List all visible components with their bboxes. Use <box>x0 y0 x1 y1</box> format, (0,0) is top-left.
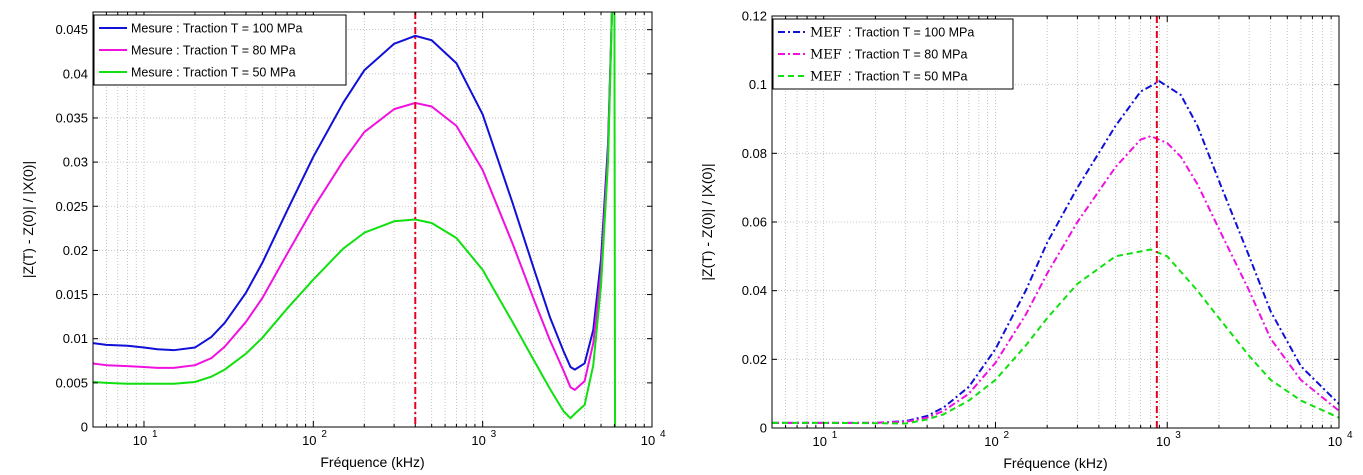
series-line-2 <box>93 12 617 427</box>
y-tick-label: 0.01 <box>63 331 88 346</box>
legend-prefix: MEF <box>810 70 842 85</box>
x-axis-label: Fréquence (kHz) <box>1003 455 1107 471</box>
legend-box <box>93 14 347 86</box>
x-tick-label: 10 <box>133 433 147 448</box>
series-line-2 <box>772 248 1339 425</box>
y-tick-label: 0.02 <box>63 243 88 258</box>
legend-prefix: MEF <box>810 26 842 41</box>
y-ticks <box>772 15 1339 429</box>
legend-prefix: MEF <box>810 48 842 63</box>
x-tick-label: 10 <box>471 433 485 448</box>
y-tick-label: 0.08 <box>742 146 767 161</box>
axes-frame <box>92 11 653 428</box>
y-tick-label: 0.04 <box>742 283 767 298</box>
y-tick-label: 0.06 <box>742 215 767 230</box>
x-tick-exponent: 2 <box>321 429 327 440</box>
legend-entry-0: Mesure : Traction T = 100 MPa <box>131 22 303 36</box>
x-tick-label: 10 <box>641 433 655 448</box>
y-axis-label: |Z(T) - Z(0)| / |X(0)| <box>20 161 36 278</box>
x-tick-exponent: 4 <box>660 429 666 440</box>
series-line-0 <box>93 12 613 371</box>
y-tick-label: 0.025 <box>55 199 88 214</box>
y-tick-label: 0.005 <box>55 375 88 390</box>
x-tick-label: 10 <box>302 433 316 448</box>
y-tick-label: 0 <box>760 421 767 436</box>
legend-entry-2: : Traction T = 50 MPa <box>848 70 967 84</box>
y-axis-label: |Z(T) - Z(0)| / |X(0)| <box>699 163 715 280</box>
y-tick-label: 0.12 <box>742 9 767 24</box>
legend-box <box>772 18 1014 90</box>
y-tick-label: 0.035 <box>55 110 88 125</box>
x-tick-label: 10 <box>1156 434 1170 449</box>
x-tick-exponent: 3 <box>491 429 497 440</box>
legend-entry-1: Mesure : Traction T = 80 MPa <box>131 44 296 58</box>
y-tick-label: 0.045 <box>55 22 88 37</box>
series-line-0 <box>772 80 1339 424</box>
y-tick-label: 0.02 <box>742 352 767 367</box>
right-chart-panel: 10 1 10 2 10 3 10 4 0 0.02 0.04 0.06 0.08 0.1 0.12 Fréq… <box>699 9 1353 472</box>
series-line-1 <box>93 12 613 391</box>
y-ticks <box>93 29 652 428</box>
x-tick-label: 10 <box>1328 434 1342 449</box>
legend: MEF : Traction T = 100 MPa MEF : Traction T… <box>772 18 1014 90</box>
x-tick-exponent: 2 <box>1003 430 1009 441</box>
series-line-1 <box>772 135 1339 424</box>
x-tick-label: 10 <box>812 434 826 449</box>
legend-entry-0: : Traction T = 100 MPa <box>848 26 974 40</box>
x-tick-exponent: 1 <box>152 429 158 440</box>
x-tick-exponent: 3 <box>1175 430 1181 441</box>
x-tick-exponent: 4 <box>1347 430 1353 441</box>
series-lines <box>772 80 1339 425</box>
left-chart-panel: 10 1 10 2 10 3 10 4 0 0.005 0.01 0.015 0.02 0.025 0.03… <box>20 11 666 470</box>
legend-entry-1: : Traction T = 80 MPa <box>848 48 967 62</box>
series-lines <box>93 12 617 427</box>
y-tick-label: 0 <box>81 420 88 435</box>
legend: Mesure : Traction T = 100 MPa Mesure : Tr… <box>93 14 347 86</box>
y-tick-label: 0.015 <box>55 287 88 302</box>
x-tick-label: 10 <box>984 434 998 449</box>
y-tick-label: 0.1 <box>749 77 767 92</box>
y-tick-label: 0.03 <box>63 155 88 170</box>
x-axis-label: Fréquence (kHz) <box>320 454 424 470</box>
y-tick-label: 0.04 <box>63 66 88 81</box>
x-tick-exponent: 1 <box>832 430 838 441</box>
legend-entry-2: Mesure : Traction T = 50 MPa <box>131 66 296 80</box>
